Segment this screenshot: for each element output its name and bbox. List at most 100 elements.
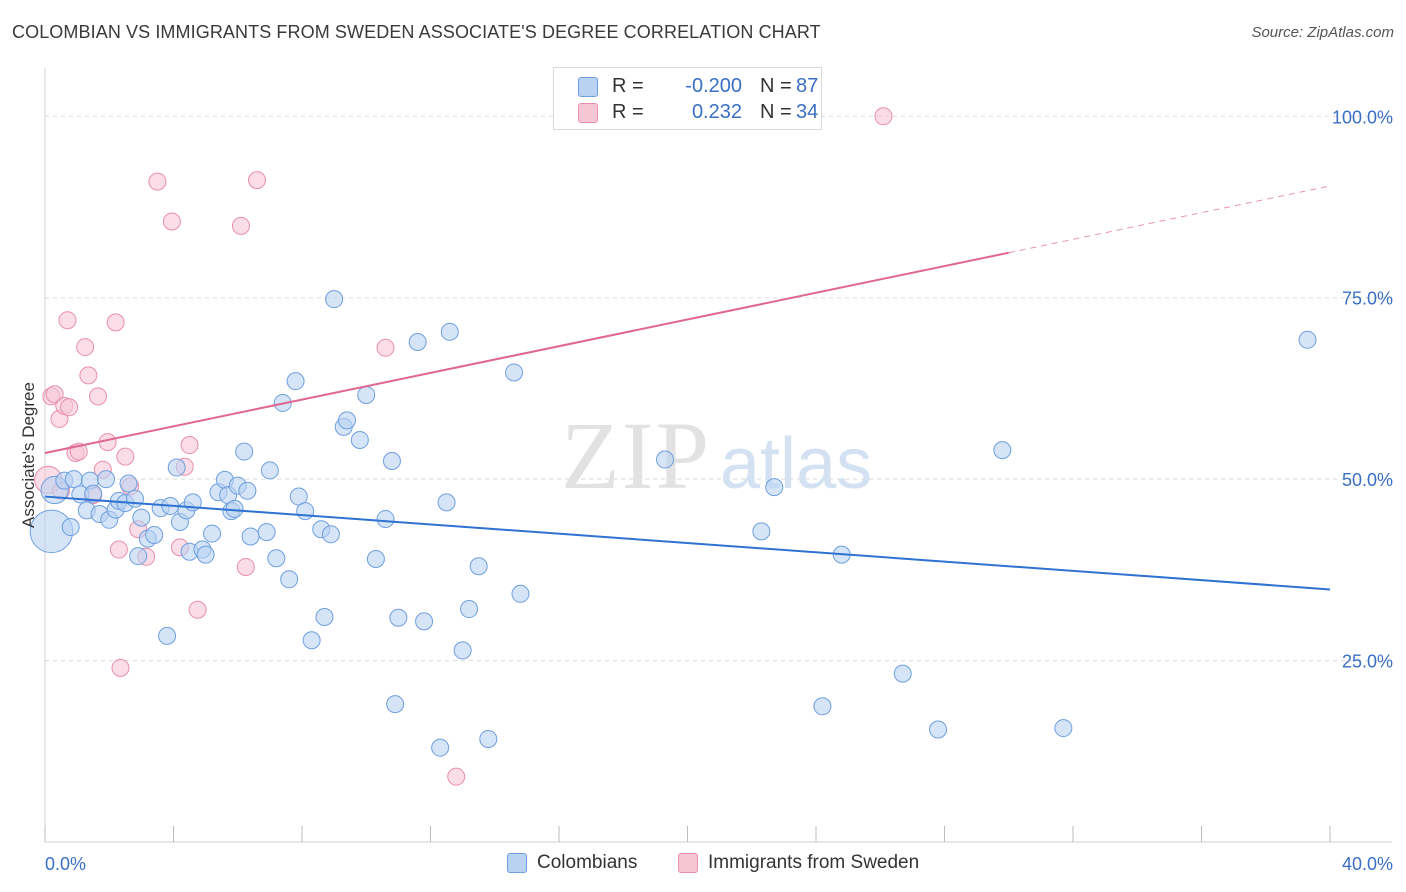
data-point	[357, 385, 376, 404]
legend-label-colombians: Colombians	[537, 852, 638, 873]
data-point	[45, 385, 64, 404]
zipatlas-watermark: ZIP atlas	[561, 402, 872, 509]
data-point	[893, 664, 912, 683]
data-point	[260, 461, 279, 480]
legend-label-sweden: Immigrants from Sweden	[708, 852, 920, 873]
data-point	[321, 525, 340, 544]
data-point	[76, 338, 95, 357]
data-point	[89, 387, 108, 406]
correlation-legend: R = -0.200 N = 87 R = 0.232 N = 34	[553, 67, 822, 130]
y-tick-label: 25.0%	[1342, 652, 1393, 672]
tick-labels: 25.0% 50.0% 75.0% 100.0% 0.0% 40.0%	[45, 107, 1393, 874]
data-point	[64, 470, 83, 489]
data-point	[106, 313, 125, 332]
data-point	[119, 474, 138, 493]
data-point	[1054, 719, 1073, 738]
data-point	[386, 695, 405, 714]
x-tick-label: 40.0%	[1342, 854, 1393, 874]
data-point	[241, 527, 260, 546]
data-point	[61, 518, 80, 537]
data-point	[350, 430, 369, 449]
axes	[44, 68, 1392, 843]
data-point	[148, 172, 167, 191]
trend-lines	[44, 185, 1331, 591]
data-point	[235, 442, 254, 461]
data-point	[145, 526, 164, 545]
data-point	[447, 767, 466, 786]
data-point	[1298, 330, 1317, 349]
data-point	[111, 658, 130, 677]
data-point	[752, 522, 771, 541]
series-colombians-points	[29, 290, 1317, 757]
data-point	[389, 608, 408, 627]
legend-swatch-blue	[507, 853, 527, 873]
data-point	[84, 484, 103, 503]
legend-r-value: -0.200	[685, 75, 742, 97]
data-point	[188, 600, 207, 619]
data-point	[231, 216, 250, 235]
y-tick-label: 75.0%	[1342, 289, 1393, 309]
data-point	[125, 489, 144, 508]
data-point	[431, 738, 450, 757]
data-point	[129, 547, 148, 566]
data-point	[993, 441, 1012, 460]
data-point	[479, 729, 498, 748]
data-point	[196, 545, 215, 564]
data-point	[813, 697, 832, 716]
data-point	[366, 549, 385, 568]
legend-r-value: 0.232	[691, 101, 742, 123]
legend-swatch-pink	[578, 103, 598, 123]
data-point	[302, 631, 321, 650]
trend-line-sweden-extension	[1008, 185, 1331, 254]
trend-line-sweden	[44, 251, 1009, 454]
data-point	[296, 502, 315, 521]
trend-line-colombians	[44, 495, 1331, 591]
data-point	[162, 212, 181, 231]
data-point	[236, 557, 255, 576]
data-point	[337, 411, 356, 430]
data-point	[511, 584, 530, 603]
data-point	[408, 332, 427, 351]
data-point	[325, 290, 344, 309]
chart-title: COLOMBIAN VS IMMIGRANTS FROM SWEDEN ASSO…	[12, 22, 821, 42]
data-point	[415, 612, 434, 631]
data-point	[382, 452, 401, 470]
y-tick-label: 50.0%	[1342, 470, 1393, 490]
y-axis-label: Associate's Degree	[19, 382, 38, 528]
data-point	[167, 458, 186, 477]
data-point	[109, 540, 128, 559]
watermark-atlas: atlas	[720, 424, 872, 504]
x-tick-label: 0.0%	[45, 854, 86, 874]
data-point	[257, 523, 276, 542]
data-point	[286, 372, 305, 391]
data-point	[60, 398, 79, 417]
legend-n-value: 87	[796, 75, 819, 97]
data-point	[469, 557, 488, 576]
data-point	[58, 311, 77, 330]
data-point	[376, 510, 395, 529]
data-point	[280, 570, 299, 589]
data-point	[158, 626, 177, 645]
legend-r-label: R =	[612, 101, 644, 123]
legend-n-label: N =	[760, 75, 792, 97]
legend-n-value: 34	[796, 101, 819, 123]
data-point	[238, 481, 257, 500]
data-point	[453, 641, 472, 660]
watermark-zip: ZIP	[561, 402, 711, 509]
data-point	[267, 549, 286, 568]
data-point	[248, 171, 267, 190]
data-point	[376, 338, 395, 357]
data-point	[180, 436, 199, 455]
data-point	[97, 470, 116, 489]
y-tick-label: 100.0%	[1332, 107, 1393, 127]
data-point	[437, 493, 456, 512]
data-point	[765, 478, 784, 497]
source-credit: Source: ZipAtlas.com	[1251, 24, 1394, 41]
legend-r-label: R =	[612, 75, 644, 97]
legend-swatch-blue	[578, 77, 598, 97]
data-point	[929, 720, 948, 739]
data-point	[315, 608, 334, 627]
data-point	[874, 107, 893, 126]
legend-n-label: N =	[760, 101, 792, 123]
